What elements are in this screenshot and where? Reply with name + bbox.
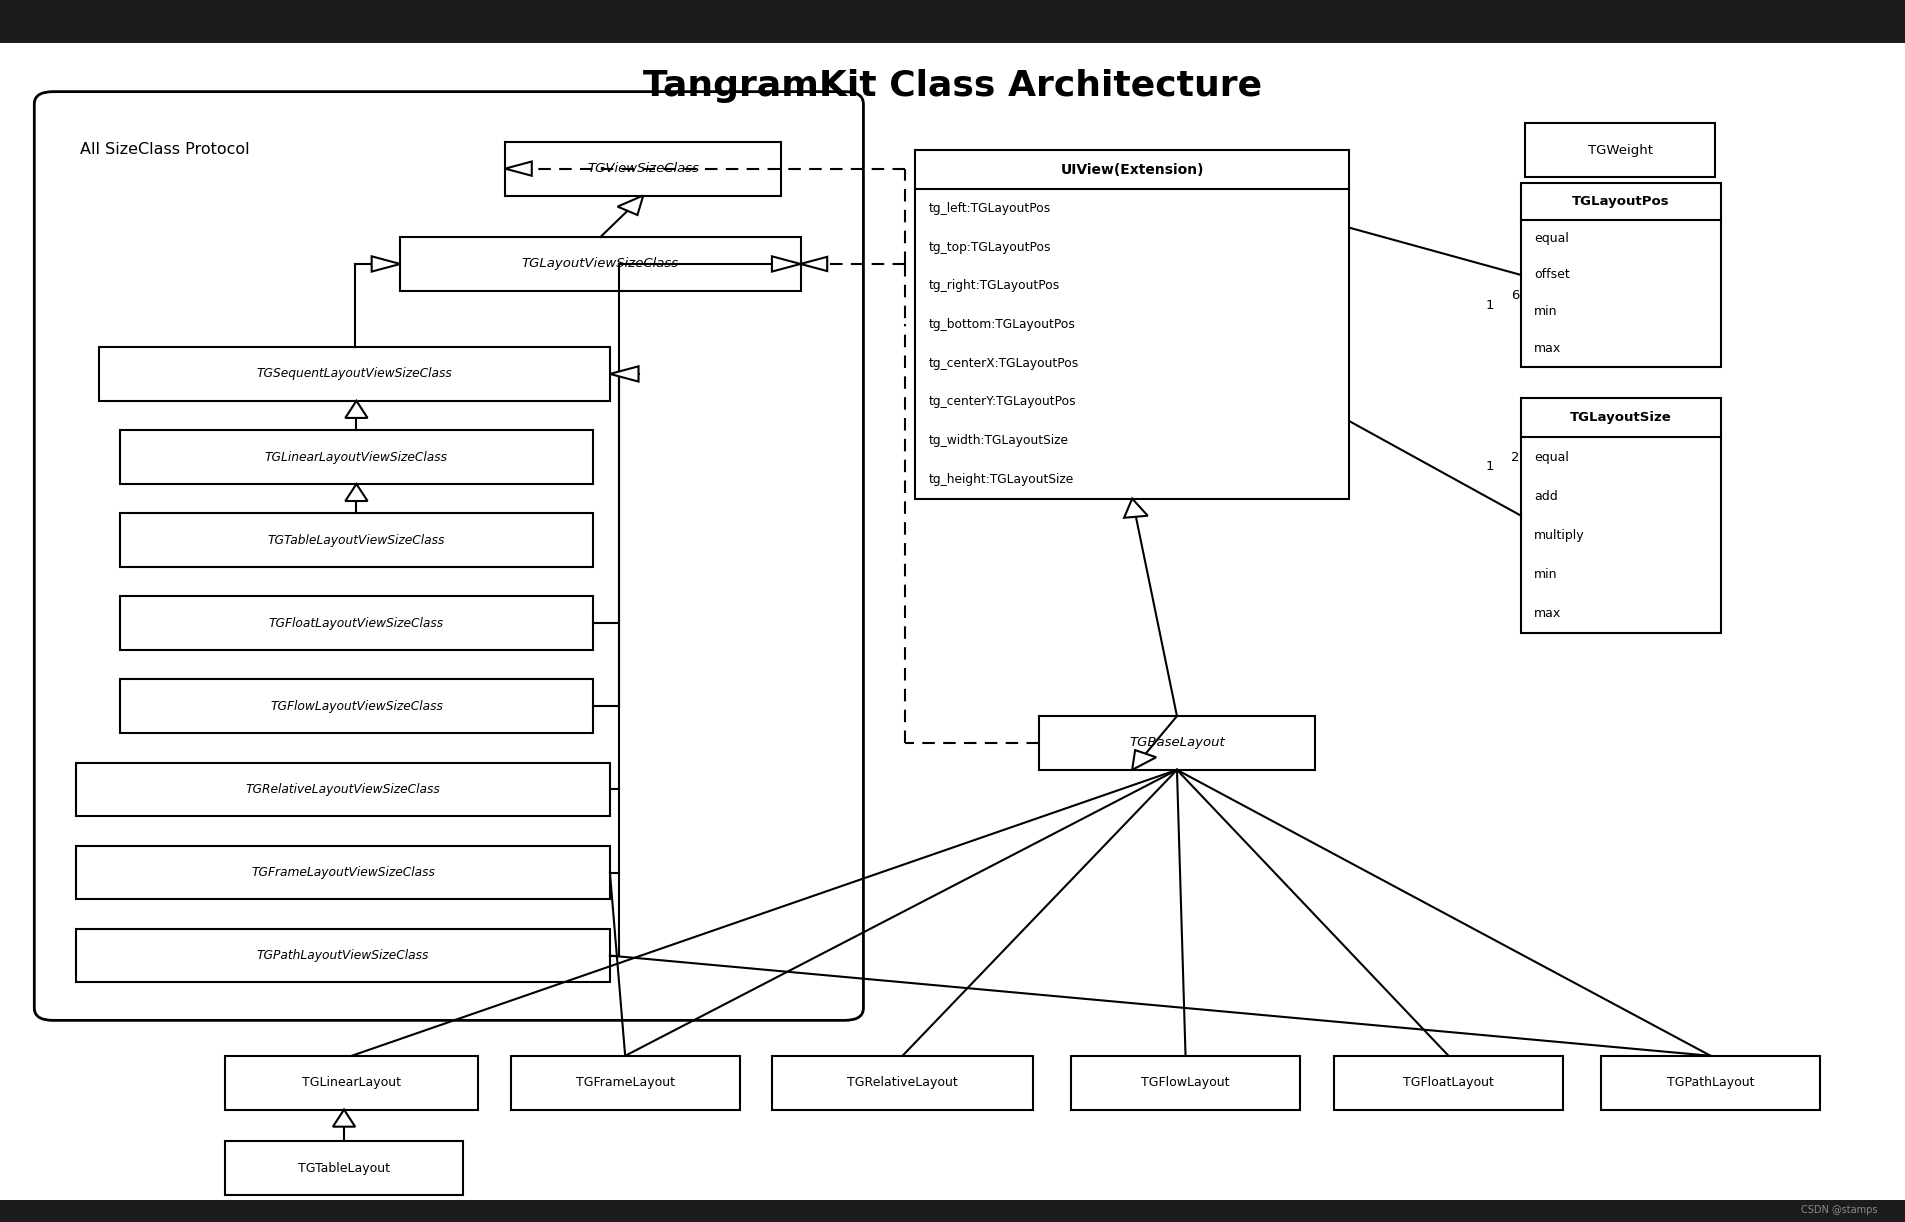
Bar [99, 347, 610, 401]
Text: TGRelativeLayoutViewSizeClass: TGRelativeLayoutViewSizeClass [246, 783, 440, 796]
Bar [225, 1141, 463, 1195]
Text: TGViewSizeClass: TGViewSizeClass [587, 163, 699, 175]
Bar [511, 1056, 739, 1110]
Text: tg_left:TGLayoutPos: tg_left:TGLayoutPos [928, 202, 1050, 215]
Text: equal: equal [1534, 232, 1568, 244]
Text: TGLinearLayout: TGLinearLayout [303, 1077, 400, 1089]
Text: TGLayoutPos: TGLayoutPos [1572, 196, 1669, 208]
Text: add: add [1534, 490, 1556, 502]
Text: TGFrameLayoutViewSizeClass: TGFrameLayoutViewSizeClass [251, 866, 434, 879]
Bar [1520, 183, 1720, 367]
Text: TGFlowLayout: TGFlowLayout [1141, 1077, 1229, 1089]
Polygon shape [333, 1110, 354, 1127]
Polygon shape [610, 367, 638, 381]
Text: TGWeight: TGWeight [1587, 144, 1652, 156]
Bar [914, 150, 1349, 499]
Text: min: min [1534, 306, 1556, 318]
Text: TGTableLayout: TGTableLayout [297, 1162, 391, 1174]
Text: TGFlowLayoutViewSizeClass: TGFlowLayoutViewSizeClass [271, 700, 442, 712]
Polygon shape [800, 257, 827, 271]
Text: tg_centerX:TGLayoutPos: tg_centerX:TGLayoutPos [928, 357, 1078, 369]
Bar [0, 0, 1905, 43]
Text: TGLinearLayoutViewSizeClass: TGLinearLayoutViewSizeClass [265, 451, 448, 463]
Text: min: min [1534, 568, 1556, 580]
Bar [400, 237, 800, 291]
Polygon shape [345, 484, 368, 501]
Bar [1071, 1056, 1299, 1110]
Text: TGLayoutSize: TGLayoutSize [1570, 412, 1671, 424]
Text: All SizeClass Protocol: All SizeClass Protocol [80, 142, 250, 156]
Text: multiply: multiply [1534, 529, 1585, 541]
Bar [1520, 398, 1720, 633]
Bar [0, 1200, 1905, 1222]
Text: tg_width:TGLayoutSize: tg_width:TGLayoutSize [928, 434, 1067, 447]
Bar [120, 430, 592, 484]
Text: tg_top:TGLayoutPos: tg_top:TGLayoutPos [928, 241, 1050, 253]
Bar [76, 763, 610, 816]
Text: tg_bottom:TGLayoutPos: tg_bottom:TGLayoutPos [928, 318, 1074, 331]
Text: TGPathLayout: TGPathLayout [1667, 1077, 1753, 1089]
Bar [1038, 716, 1314, 770]
Text: 2: 2 [1511, 451, 1518, 463]
Bar [120, 679, 592, 733]
Text: tg_height:TGLayoutSize: tg_height:TGLayoutSize [928, 473, 1073, 485]
Text: 1: 1 [1486, 299, 1494, 312]
Bar [120, 513, 592, 567]
Text: tg_right:TGLayoutPos: tg_right:TGLayoutPos [928, 280, 1059, 292]
Polygon shape [772, 257, 800, 271]
Text: 1: 1 [1486, 461, 1494, 473]
Text: offset: offset [1534, 269, 1570, 281]
Text: tg_centerY:TGLayoutPos: tg_centerY:TGLayoutPos [928, 396, 1074, 408]
Text: 6: 6 [1511, 290, 1518, 302]
FancyBboxPatch shape [34, 92, 863, 1020]
Bar [120, 596, 592, 650]
Text: UIView(Extension): UIView(Extension) [1059, 163, 1204, 177]
Text: TGFrameLayout: TGFrameLayout [575, 1077, 674, 1089]
Bar [225, 1056, 478, 1110]
Bar [76, 846, 610, 899]
Text: TangramKit Class Architecture: TangramKit Class Architecture [644, 68, 1261, 103]
Bar [772, 1056, 1033, 1110]
Polygon shape [617, 196, 644, 215]
Text: TGFloatLayout: TGFloatLayout [1402, 1077, 1494, 1089]
Polygon shape [1132, 750, 1156, 770]
Bar [1524, 123, 1714, 177]
Text: TGSequentLayoutViewSizeClass: TGSequentLayoutViewSizeClass [257, 368, 451, 380]
Text: equal: equal [1534, 451, 1568, 463]
Polygon shape [1124, 499, 1147, 518]
Text: TGLayoutViewSizeClass: TGLayoutViewSizeClass [522, 258, 678, 270]
Text: max: max [1534, 607, 1560, 620]
Text: TGRelativeLayout: TGRelativeLayout [846, 1077, 958, 1089]
Bar [76, 929, 610, 982]
Text: CSDN @stamps: CSDN @stamps [1800, 1205, 1876, 1215]
Text: max: max [1534, 342, 1560, 354]
Polygon shape [371, 257, 400, 271]
Bar [1600, 1056, 1819, 1110]
Bar [505, 142, 781, 196]
Text: TGPathLayoutViewSizeClass: TGPathLayoutViewSizeClass [257, 949, 429, 962]
Text: TGFloatLayoutViewSizeClass: TGFloatLayoutViewSizeClass [269, 617, 444, 629]
Bar [1334, 1056, 1562, 1110]
Polygon shape [505, 161, 531, 176]
Text: TGBaseLayout: TGBaseLayout [1128, 737, 1225, 749]
Polygon shape [345, 401, 368, 418]
Text: TGTableLayoutViewSizeClass: TGTableLayoutViewSizeClass [267, 534, 446, 546]
